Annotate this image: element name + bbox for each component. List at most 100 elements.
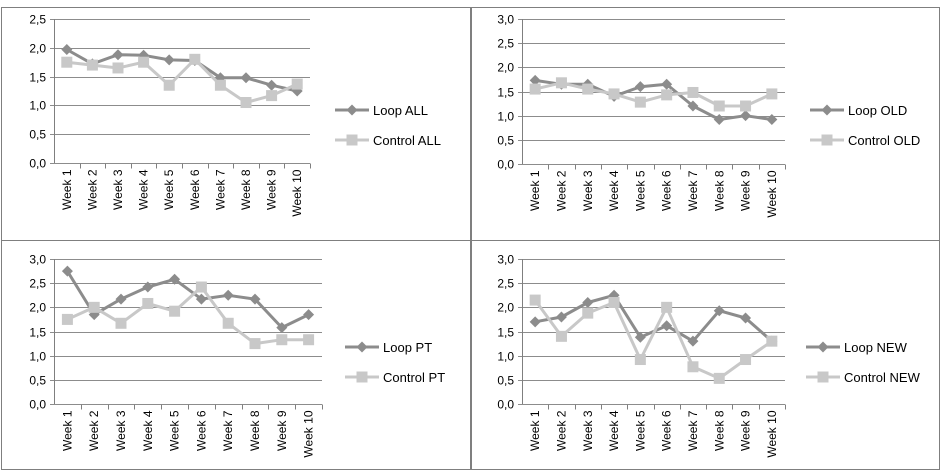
- y-tick-label: 2,0: [29, 301, 46, 315]
- data-point: [169, 273, 181, 285]
- y-tick-label: 2,0: [497, 61, 514, 75]
- y-tick-label: 2,0: [29, 42, 46, 56]
- data-point: [112, 62, 124, 74]
- data-point: [529, 83, 541, 95]
- data-point: [766, 114, 778, 126]
- x-tick-label: Week 3: [581, 170, 595, 211]
- data-point: [634, 354, 646, 366]
- data-point: [276, 322, 288, 334]
- legend-marker: [817, 371, 829, 383]
- legend-label: Loop NEW: [844, 340, 908, 355]
- data-point: [661, 301, 673, 313]
- x-tick-label: Week 2: [87, 410, 101, 451]
- data-point: [555, 77, 567, 89]
- x-tick-label: Week 1: [60, 169, 74, 210]
- x-tick-label: Week 6: [660, 410, 674, 451]
- data-point: [713, 372, 725, 384]
- series-line: [534, 78, 773, 121]
- x-tick-label: Week 5: [633, 410, 647, 451]
- y-tick-label: 1,5: [497, 86, 514, 100]
- data-point: [240, 97, 252, 109]
- data-point: [266, 90, 278, 102]
- x-tick-label: Week 8: [248, 410, 262, 451]
- x-tick-label: Week 2: [554, 410, 568, 451]
- data-point: [189, 53, 201, 65]
- y-tick-label: 1,5: [497, 326, 514, 340]
- x-tick-label: Week 7: [213, 169, 227, 210]
- data-point: [661, 89, 673, 101]
- x-tick-label: Week 3: [111, 169, 125, 210]
- data-point: [687, 335, 699, 347]
- data-point: [740, 354, 752, 366]
- y-tick-label: 0,5: [497, 134, 514, 148]
- x-tick-label: Week 1: [528, 410, 542, 451]
- y-tick-label: 0,5: [29, 374, 46, 388]
- data-point: [740, 312, 752, 324]
- legend-marker: [346, 104, 358, 116]
- y-tick-label: 1,0: [29, 99, 46, 113]
- data-point: [634, 81, 646, 93]
- x-tick-label: Week 10: [765, 170, 779, 217]
- x-tick-label: Week 2: [554, 170, 568, 211]
- x-tick-label: Week 4: [607, 410, 621, 451]
- series-line: [533, 299, 773, 380]
- chart-panel-2: 0,0 0,5 1,0 1,5 2,0 2,5 3,0 Week 1 Week 2 Week 3 W…: [470, 7, 940, 241]
- x-tick-label: Week 7: [221, 410, 235, 451]
- x-tick-label: Week 4: [607, 170, 621, 211]
- legend-label: Loop OLD: [848, 103, 907, 118]
- series-line: [66, 285, 309, 346]
- x-tick-label: Week 5: [633, 170, 647, 211]
- legend-marker: [356, 371, 368, 383]
- x-tick-label: Week 1: [528, 170, 542, 211]
- data-point: [214, 79, 226, 91]
- chart-panel-3: 0,0 0,5 1,0 1,5 2,0 2,5 3,0 Week 1 Week 2 Week 3 W…: [1, 240, 472, 470]
- y-tick-label: 1,5: [29, 71, 46, 85]
- data-point: [112, 49, 124, 61]
- data-point: [713, 114, 725, 126]
- y-tick-label: 1,0: [497, 350, 514, 364]
- x-tick-label: Week 4: [137, 169, 151, 210]
- data-point: [115, 293, 127, 305]
- data-point: [86, 59, 98, 71]
- y-tick-label: 3,0: [497, 253, 514, 267]
- data-point: [195, 293, 207, 305]
- data-point: [634, 331, 646, 343]
- y-tick-label: 0,5: [29, 128, 46, 142]
- x-tick-label: Week 6: [194, 410, 208, 451]
- data-point: [249, 293, 261, 305]
- data-point: [240, 72, 252, 84]
- legend-marker: [821, 134, 833, 146]
- data-point: [276, 334, 288, 346]
- y-tick-label: 0,0: [29, 157, 46, 171]
- y-tick-label: 0,0: [497, 158, 514, 172]
- legend-label: Control NEW: [844, 370, 921, 385]
- data-point: [529, 294, 541, 306]
- data-point: [61, 44, 73, 56]
- data-point: [608, 297, 620, 308]
- chart-panel-1: 0,0 0,5 1,0 1,5 2,0 2,5 Week 1 Week 2 Week 3 Week…: [1, 7, 472, 241]
- data-point: [88, 301, 100, 313]
- data-point: [687, 86, 699, 98]
- data-point: [608, 88, 620, 100]
- data-point: [291, 78, 303, 90]
- chart-panel-4: 0,0 0,5 1,0 1,5 2,0 2,5 3,0 Week 1 Week 2 Week 3 W…: [470, 240, 940, 470]
- x-tick-label: Week 3: [581, 410, 595, 451]
- data-point: [249, 338, 261, 350]
- x-tick-label: Week 5: [168, 410, 182, 451]
- data-point: [222, 289, 234, 301]
- x-tick-label: Week 9: [275, 410, 289, 451]
- data-point: [687, 100, 699, 112]
- y-tick-label: 0,5: [497, 374, 514, 388]
- x-tick-label: Week 6: [188, 169, 202, 210]
- x-tick-label: Week 10: [290, 169, 304, 216]
- y-tick-label: 1,5: [29, 326, 46, 340]
- y-tick-label: 2,5: [29, 277, 46, 291]
- legend-label: Loop ALL: [373, 103, 428, 118]
- legend-marker: [821, 104, 833, 116]
- x-tick-label: Week 4: [141, 410, 155, 451]
- data-point: [61, 313, 73, 325]
- y-tick-label: 1,0: [29, 350, 46, 364]
- data-point: [163, 79, 175, 91]
- legend-label: Loop PT: [383, 340, 432, 355]
